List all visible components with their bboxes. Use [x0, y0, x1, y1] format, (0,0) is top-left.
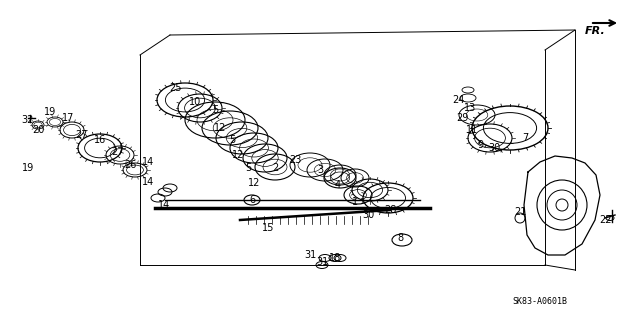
Text: 27: 27 [76, 130, 88, 140]
Text: 23: 23 [289, 155, 301, 165]
Text: 3: 3 [317, 165, 323, 175]
Text: 19: 19 [22, 163, 34, 173]
Text: 5: 5 [212, 105, 218, 115]
Text: 32: 32 [22, 115, 34, 125]
Text: 12: 12 [248, 178, 260, 188]
Text: 11: 11 [466, 125, 478, 135]
Text: 16: 16 [94, 135, 106, 145]
Text: 10: 10 [189, 97, 201, 107]
Text: 20: 20 [32, 125, 44, 135]
Text: 22: 22 [600, 215, 612, 225]
Text: 14: 14 [142, 177, 154, 187]
Text: 14: 14 [158, 200, 170, 210]
Text: 12: 12 [232, 150, 244, 160]
Text: 31: 31 [316, 257, 328, 267]
Text: 27: 27 [112, 147, 124, 157]
Text: 5: 5 [245, 163, 251, 173]
Text: 5: 5 [229, 135, 235, 145]
Text: 30: 30 [488, 143, 500, 153]
Text: 31: 31 [304, 250, 316, 260]
Text: 19: 19 [44, 107, 56, 117]
Text: SK83-A0601B: SK83-A0601B [513, 298, 568, 307]
Text: 17: 17 [62, 113, 74, 123]
Text: 24: 24 [452, 95, 464, 105]
Text: 26: 26 [124, 160, 136, 170]
Text: 2: 2 [272, 163, 278, 173]
Text: 18: 18 [329, 253, 341, 263]
Text: 15: 15 [262, 223, 274, 233]
Text: 14: 14 [142, 157, 154, 167]
Text: 13: 13 [464, 103, 476, 113]
Text: 6: 6 [249, 195, 255, 205]
Text: 29: 29 [456, 113, 468, 123]
Text: 30: 30 [362, 210, 374, 220]
Text: 8: 8 [397, 233, 403, 243]
Text: 1: 1 [352, 197, 358, 207]
Text: 28: 28 [384, 205, 396, 215]
Text: 12: 12 [214, 123, 226, 133]
Text: 7: 7 [522, 133, 528, 143]
Text: 21: 21 [514, 207, 526, 217]
Text: 25: 25 [169, 83, 181, 93]
Text: FR.: FR. [585, 26, 605, 36]
Text: 4: 4 [335, 180, 341, 190]
Text: 9: 9 [477, 140, 483, 150]
